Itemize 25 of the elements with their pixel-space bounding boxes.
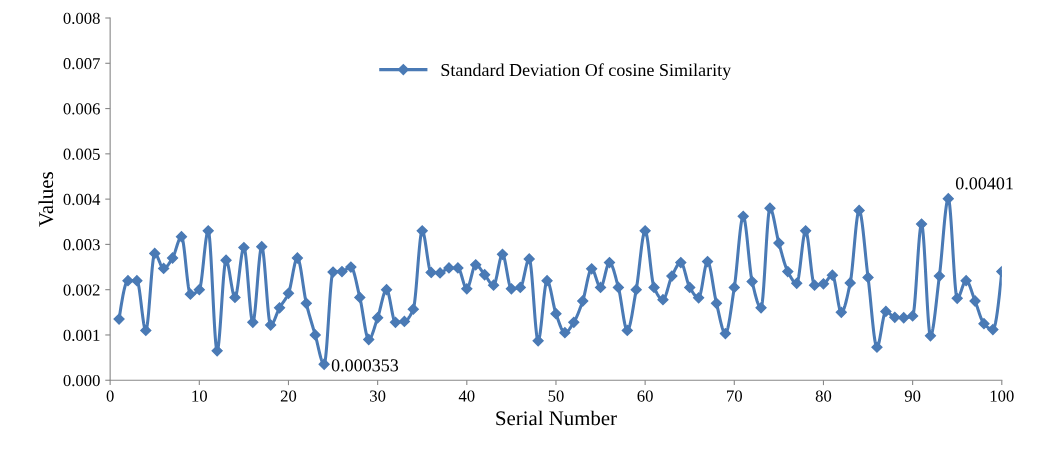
y-tick-label: 0.002 [63,284,100,296]
x-tick-label: 50 [548,390,564,402]
y-tick-label: 0.004 [63,193,101,206]
x-tick-label: 90 [904,390,921,402]
x-tick-label: 40 [458,390,475,402]
y-tick-label: 0.008 [63,12,100,25]
y-tick-label: 0.003 [63,239,100,251]
x-tick-label: 30 [370,390,386,402]
y-axis-title: Values [38,172,54,227]
x-tick-label: 80 [815,390,832,402]
legend-label: Standard Deviation Of cosine Similarity [441,63,732,80]
x-tick-label: 60 [637,390,653,402]
annotation: 0.000353 [331,359,399,372]
x-tick-label: 10 [192,390,208,402]
x-tick-label: 100 [990,390,1014,402]
annotation: 0.00401 [955,177,1013,190]
x-tick-label: 0 [106,390,114,402]
y-tick-label: 0.007 [63,57,100,70]
y-tick-label: 0.005 [63,148,100,160]
x-axis-title: Serial Number [496,410,617,426]
x-tick-label: 20 [280,390,297,402]
y-tick-label: 0.006 [63,103,100,115]
y-tick-label: 0.000 [63,374,100,387]
x-tick-label: 70 [727,390,742,402]
y-tick-label: 0.001 [63,329,100,341]
